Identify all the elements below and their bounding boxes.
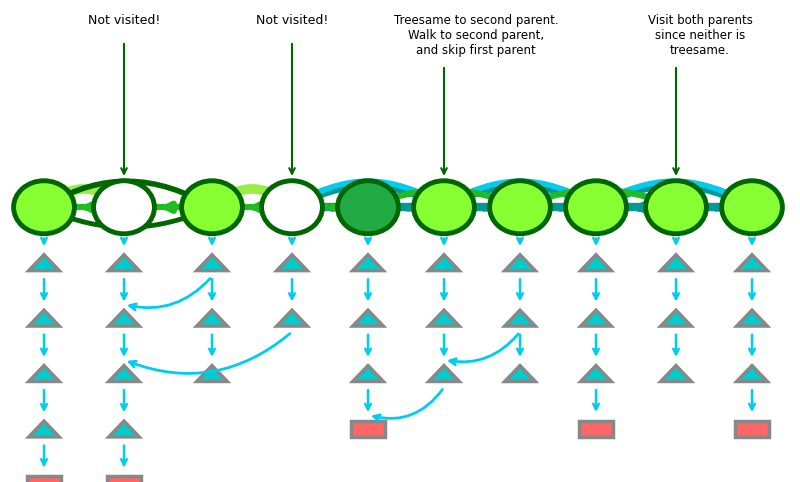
Ellipse shape: [646, 181, 706, 234]
Ellipse shape: [14, 181, 74, 234]
Polygon shape: [429, 310, 459, 326]
FancyArrowPatch shape: [444, 185, 596, 207]
Bar: [734, 421, 770, 437]
Text: Not visited!: Not visited!: [256, 14, 328, 27]
Ellipse shape: [262, 181, 322, 234]
Ellipse shape: [490, 181, 550, 234]
FancyArrowPatch shape: [520, 190, 676, 207]
Polygon shape: [109, 255, 139, 270]
Polygon shape: [505, 366, 535, 381]
Polygon shape: [737, 310, 767, 326]
Polygon shape: [429, 255, 459, 270]
Bar: [578, 421, 614, 437]
Bar: [26, 476, 62, 482]
Polygon shape: [661, 310, 691, 326]
Text: Not visited!: Not visited!: [88, 14, 160, 27]
Polygon shape: [737, 255, 767, 270]
Polygon shape: [197, 366, 227, 381]
Polygon shape: [505, 310, 535, 326]
Polygon shape: [353, 366, 383, 381]
Bar: [106, 476, 142, 482]
Ellipse shape: [722, 181, 782, 234]
Polygon shape: [109, 421, 139, 437]
Polygon shape: [277, 255, 307, 270]
Polygon shape: [505, 255, 535, 270]
FancyArrowPatch shape: [596, 185, 752, 207]
Polygon shape: [197, 310, 227, 326]
Polygon shape: [581, 366, 611, 381]
Polygon shape: [353, 310, 383, 326]
Polygon shape: [197, 255, 227, 270]
Ellipse shape: [182, 181, 242, 234]
FancyArrowPatch shape: [292, 185, 444, 207]
Polygon shape: [29, 310, 59, 326]
Polygon shape: [581, 310, 611, 326]
Polygon shape: [429, 366, 459, 381]
Polygon shape: [29, 255, 59, 270]
Ellipse shape: [566, 181, 626, 234]
Polygon shape: [661, 255, 691, 270]
FancyArrowPatch shape: [596, 181, 752, 207]
Polygon shape: [29, 421, 59, 437]
Polygon shape: [109, 310, 139, 326]
Bar: [350, 421, 386, 437]
FancyArrowPatch shape: [50, 181, 212, 207]
Polygon shape: [29, 366, 59, 381]
Polygon shape: [737, 366, 767, 381]
Ellipse shape: [338, 181, 398, 234]
FancyArrowPatch shape: [44, 189, 124, 207]
Polygon shape: [277, 310, 307, 326]
Polygon shape: [353, 255, 383, 270]
Text: Treesame to second parent.
Walk to second parent,
and skip first parent: Treesame to second parent. Walk to secon…: [394, 14, 558, 57]
Polygon shape: [661, 366, 691, 381]
Polygon shape: [581, 255, 611, 270]
Text: Visit both parents
since neither is
treesame.: Visit both parents since neither is tree…: [647, 14, 753, 57]
FancyArrowPatch shape: [292, 181, 444, 207]
Ellipse shape: [94, 181, 154, 234]
Polygon shape: [109, 366, 139, 381]
FancyArrowPatch shape: [444, 181, 596, 207]
Ellipse shape: [414, 181, 474, 234]
FancyArrowPatch shape: [368, 190, 520, 207]
FancyArrowPatch shape: [49, 207, 212, 228]
FancyArrowPatch shape: [212, 189, 292, 207]
